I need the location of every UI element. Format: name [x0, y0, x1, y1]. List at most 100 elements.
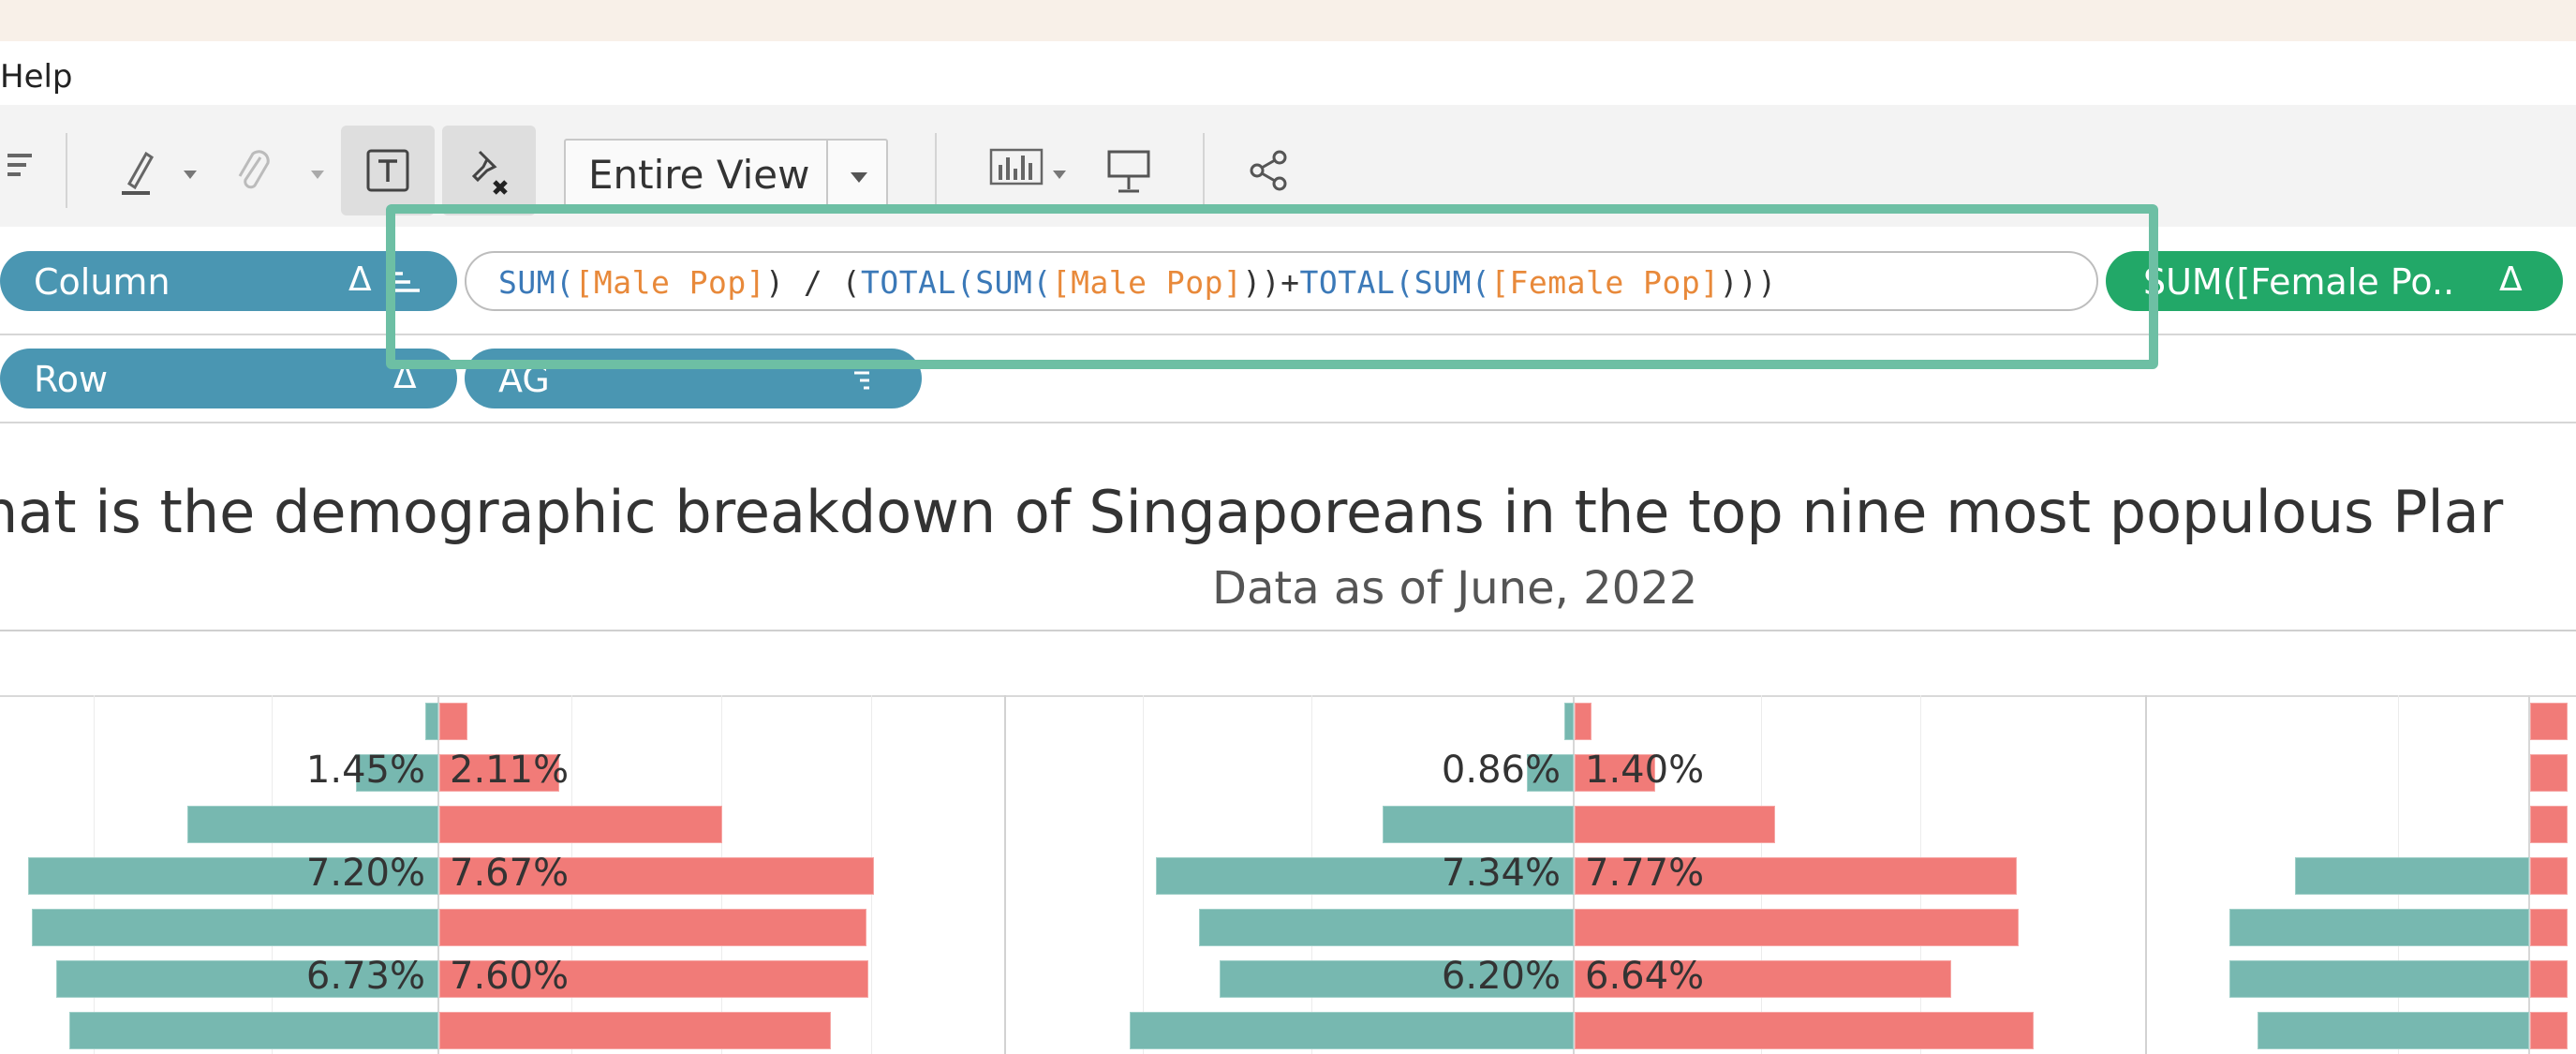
- pill-label: Row: [34, 359, 109, 400]
- male-bar: [69, 1012, 438, 1049]
- female-data-label: 7.77%: [1585, 852, 1705, 895]
- male-data-label: 7.34%: [1441, 852, 1561, 895]
- viz-title: hat is the demographic breakdown of Sing…: [0, 478, 2504, 546]
- male-bar: [1199, 909, 1574, 946]
- male-bar: [425, 703, 438, 740]
- fit-select-dropdown[interactable]: [826, 141, 886, 210]
- male-bar: [356, 754, 438, 792]
- female-bar: [439, 857, 874, 895]
- chevron-down-icon: [851, 172, 867, 183]
- attach-dropdown-icon[interactable]: [311, 171, 324, 179]
- male-bar: [56, 960, 438, 998]
- gridline: [1143, 695, 1144, 1054]
- female-bar: [439, 960, 868, 998]
- clear-pin-button[interactable]: [442, 126, 536, 215]
- male-bar: [1220, 960, 1574, 998]
- zero-axis: [2528, 695, 2530, 1054]
- female-bar: [1575, 806, 1775, 843]
- pill-label: Column: [34, 261, 170, 303]
- calculation-text[interactable]: SUM([Male Pop]) / (TOTAL(SUM([Male Pop])…: [498, 264, 1777, 301]
- share-icon: [1250, 150, 1287, 191]
- panel-divider: [1004, 695, 1006, 1054]
- title-divider: [0, 630, 2576, 631]
- female-data-label: 6.64%: [1585, 955, 1705, 998]
- female-bar: [1575, 857, 2017, 895]
- shelf-divider: [0, 334, 2576, 335]
- show-me-icon: [989, 148, 1044, 186]
- rows-pill-ag[interactable]: AG: [465, 349, 922, 408]
- sort-button[interactable]: [0, 126, 75, 215]
- show-me-button[interactable]: [965, 126, 1059, 215]
- male-bar: [32, 909, 438, 946]
- male-bar: [2258, 1012, 2529, 1049]
- female-bar: [2530, 857, 2568, 895]
- panel-top-divider: [0, 695, 2576, 697]
- clear-pin-icon: [471, 150, 508, 195]
- columns-pill-female-pop[interactable]: SUM([Female Po.. Δ: [2106, 251, 2563, 311]
- male-data-label: 1.45%: [305, 749, 425, 792]
- female-data-label: 2.11%: [450, 749, 570, 792]
- female-data-label: 7.67%: [450, 852, 570, 895]
- show-me-dropdown-icon[interactable]: [1053, 171, 1066, 179]
- delta-icon: Δ: [348, 260, 372, 299]
- shelf-divider: [0, 422, 2576, 423]
- female-bar: [2530, 1012, 2568, 1049]
- columns-pill-column[interactable]: Column Δ: [0, 251, 457, 311]
- male-data-label: 6.73%: [305, 955, 425, 998]
- highlight-button[interactable]: [92, 126, 185, 215]
- toolbar-separator: [935, 133, 937, 208]
- male-bar: [1156, 857, 1574, 895]
- fit-select[interactable]: Entire View: [564, 139, 888, 212]
- text-label-icon: [366, 149, 409, 192]
- female-bar: [2530, 754, 2568, 792]
- viz-subtitle: Data as of June, 2022: [1212, 562, 1698, 615]
- male-bar: [1564, 703, 1574, 740]
- male-data-label: 7.20%: [305, 852, 425, 895]
- share-button[interactable]: [1223, 126, 1317, 215]
- female-bar: [439, 754, 559, 792]
- attach-button[interactable]: [208, 126, 302, 215]
- show-mark-labels-button[interactable]: [341, 126, 435, 215]
- male-bar: [1383, 806, 1574, 843]
- panel-divider: [2145, 695, 2147, 1054]
- male-bar: [2229, 960, 2529, 998]
- male-bar: [28, 857, 438, 895]
- fit-select-value: Entire View: [588, 152, 810, 198]
- calculation-editor[interactable]: SUM([Male Pop]) / (TOTAL(SUM([Male Pop])…: [465, 251, 2098, 311]
- female-bar: [2530, 806, 2568, 843]
- sort-icon: [854, 371, 869, 390]
- menu-bar: [0, 41, 2576, 105]
- menu-help[interactable]: Help: [0, 58, 73, 96]
- female-bar: [439, 703, 467, 740]
- female-bar: [2530, 703, 2568, 740]
- male-data-label: 6.20%: [1441, 955, 1561, 998]
- male-data-label: 0.86%: [1441, 749, 1561, 792]
- female-bar: [1575, 1012, 2034, 1049]
- male-bar: [187, 806, 438, 843]
- female-bar: [2530, 960, 2568, 998]
- highlight-dropdown-icon[interactable]: [184, 171, 197, 179]
- female-bar: [439, 909, 866, 946]
- delta-icon: Δ: [2499, 260, 2523, 299]
- highlight-pen-icon: [122, 151, 154, 195]
- toolbar-separator: [1203, 133, 1205, 208]
- male-bar: [2229, 909, 2529, 946]
- rows-pill-row[interactable]: Row Δ: [0, 349, 457, 408]
- female-data-label: 1.40%: [1585, 749, 1705, 792]
- sort-ascending-icon: [395, 272, 420, 292]
- pill-label: SUM([Female Po..: [2143, 261, 2455, 303]
- female-bar: [439, 1012, 831, 1049]
- sort-icon: [7, 154, 32, 176]
- female-data-label: 7.60%: [450, 955, 570, 998]
- female-bar: [1575, 960, 1951, 998]
- female-bar: [1575, 909, 2019, 946]
- presentation-icon: [1107, 150, 1150, 193]
- female-bar: [1575, 703, 1591, 740]
- female-bar: [439, 806, 722, 843]
- attach-icon: [238, 150, 270, 189]
- zero-axis: [1573, 695, 1575, 1054]
- female-bar: [1575, 754, 1655, 792]
- female-bar: [2530, 909, 2568, 946]
- presentation-mode-button[interactable]: [1081, 126, 1175, 215]
- male-bar: [1527, 754, 1574, 792]
